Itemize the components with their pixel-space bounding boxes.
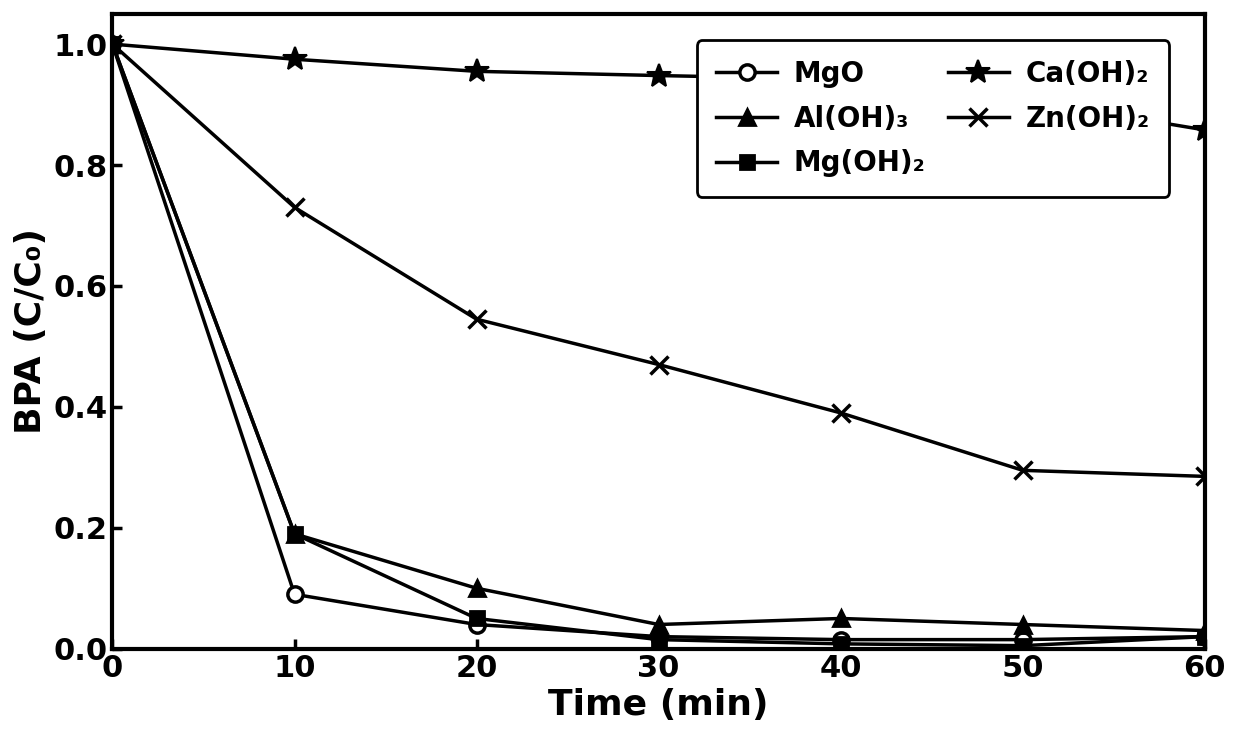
Zn(OH)₂ <box>1016 466 1030 475</box>
Line: Ca(OH)₂: Ca(OH)₂ <box>100 32 1218 143</box>
Ca(OH)₂ <box>1016 96 1030 105</box>
MgO <box>105 40 120 49</box>
Al(OH)₃ <box>651 620 666 629</box>
Al(OH)₃ <box>105 40 120 49</box>
Zn(OH)₂ <box>651 360 666 369</box>
MgO <box>288 590 303 598</box>
Line: Zn(OH)₂: Zn(OH)₂ <box>103 35 1214 486</box>
MgO <box>1016 635 1030 644</box>
Line: Mg(OH)₂: Mg(OH)₂ <box>105 38 1211 653</box>
MgO <box>651 632 666 641</box>
Zn(OH)₂ <box>469 315 484 324</box>
Ca(OH)₂ <box>833 75 848 84</box>
X-axis label: Time (min): Time (min) <box>548 688 769 722</box>
Al(OH)₃ <box>1198 626 1213 635</box>
Mg(OH)₂ <box>1198 632 1213 641</box>
Y-axis label: BPA (C/C₀): BPA (C/C₀) <box>14 228 48 434</box>
Mg(OH)₂ <box>833 640 848 648</box>
Mg(OH)₂ <box>651 635 666 644</box>
Mg(OH)₂ <box>105 40 120 49</box>
Zn(OH)₂ <box>1198 472 1213 481</box>
Ca(OH)₂ <box>651 71 666 80</box>
Legend: MgO, Al(OH)₃, Mg(OH)₂, Ca(OH)₂, Zn(OH)₂: MgO, Al(OH)₃, Mg(OH)₂, Ca(OH)₂, Zn(OH)₂ <box>697 40 1169 197</box>
Line: Al(OH)₃: Al(OH)₃ <box>104 36 1213 639</box>
Mg(OH)₂ <box>1016 641 1030 650</box>
Al(OH)₃ <box>1016 620 1030 629</box>
MgO <box>1198 632 1213 641</box>
Mg(OH)₂ <box>288 529 303 538</box>
MgO <box>469 620 484 629</box>
Ca(OH)₂ <box>469 67 484 76</box>
Al(OH)₃ <box>833 614 848 623</box>
Zn(OH)₂ <box>288 203 303 212</box>
Zn(OH)₂ <box>833 408 848 417</box>
Mg(OH)₂ <box>469 614 484 623</box>
Zn(OH)₂ <box>105 40 120 49</box>
Line: MgO: MgO <box>105 37 1213 647</box>
MgO <box>833 635 848 644</box>
Ca(OH)₂ <box>1198 126 1213 135</box>
Ca(OH)₂ <box>288 54 303 63</box>
Al(OH)₃ <box>469 584 484 592</box>
Ca(OH)₂ <box>105 40 120 49</box>
Al(OH)₃ <box>288 529 303 538</box>
